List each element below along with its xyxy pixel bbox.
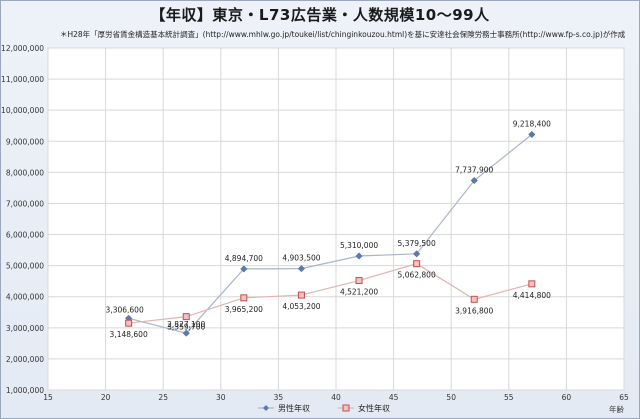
legend-label-female: 女性年収 — [358, 403, 390, 413]
data-label: 3,306,600 — [106, 305, 144, 314]
data-label: 7,737,900 — [455, 166, 493, 175]
x-tick-label: 20 — [101, 393, 111, 402]
data-point-female — [355, 277, 363, 285]
y-tick-label: 12,000,000 — [1, 44, 44, 53]
data-point-male — [240, 265, 248, 273]
y-tick-label: 10,000,000 — [1, 106, 44, 115]
data-label: 2,827,100 — [167, 320, 205, 329]
data-label: 4,521,200 — [340, 288, 378, 297]
data-label: 3,359,700 — [167, 323, 205, 332]
legend-marker-male — [263, 405, 269, 411]
data-point-male — [297, 265, 305, 273]
y-tick-label: 9,000,000 — [6, 137, 44, 146]
y-tick-label: 11,000,000 — [1, 75, 44, 84]
series-line-female — [128, 263, 532, 324]
y-tick-label: 8,000,000 — [6, 168, 44, 177]
data-label: 5,310,000 — [340, 241, 378, 250]
x-tick-label: 15 — [43, 393, 53, 402]
series-line-male — [128, 134, 533, 334]
data-label: 3,148,600 — [110, 330, 148, 339]
data-label: 4,903,500 — [282, 254, 320, 263]
data-point-male — [470, 176, 478, 185]
data-label: 4,414,800 — [513, 291, 551, 300]
data-point-female — [470, 295, 478, 303]
x-tick-label: 30 — [216, 393, 226, 402]
y-tick-label: 2,000,000 — [6, 355, 44, 364]
data-point-male — [413, 250, 421, 258]
data-point-female — [528, 280, 536, 288]
data-label: 5,062,800 — [398, 271, 436, 280]
data-point-female — [297, 291, 305, 299]
data-point-male — [182, 329, 190, 337]
y-tick-label: 6,000,000 — [6, 231, 44, 240]
y-tick-label: 3,000,000 — [6, 324, 44, 333]
x-tick-label: 45 — [389, 393, 399, 402]
y-tick-label: 4,000,000 — [6, 293, 44, 302]
data-label: 4,894,700 — [225, 254, 263, 263]
data-label: 3,965,200 — [225, 305, 263, 314]
x-tick-label: 60 — [562, 393, 572, 402]
data-label: 4,053,200 — [282, 302, 320, 311]
y-tick-label: 1,000,000 — [6, 386, 44, 395]
data-point-male — [355, 252, 363, 260]
legend-marker-female — [342, 404, 350, 412]
y-tick-label: 7,000,000 — [6, 199, 44, 208]
x-tick-label: 35 — [274, 393, 284, 402]
x-tick-label: 65 — [619, 393, 629, 402]
data-label: 3,916,800 — [455, 306, 493, 315]
chart-title: 【年収】東京・L73広告業・人数規模10〜99人 — [150, 6, 490, 24]
data-label: 9,218,400 — [513, 119, 551, 128]
data-point-female — [240, 294, 248, 302]
x-tick-label: 40 — [331, 393, 341, 402]
data-point-female — [125, 319, 133, 327]
source-note: ＊H28年「厚労省賃金構造基本統計調査」(http://www.mhlw.go.… — [60, 30, 626, 39]
x-tick-label: 25 — [158, 393, 168, 402]
legend-label-male: 男性年収 — [278, 403, 310, 413]
legend: 男性年収 女性年収 — [258, 403, 390, 413]
data-point-male — [528, 130, 536, 139]
x-tick-label: 55 — [504, 393, 514, 402]
x-axis-label: 年齢 — [609, 404, 624, 414]
data-label: 5,379,500 — [398, 239, 436, 248]
x-tick-label: 50 — [446, 393, 456, 402]
data-point-female — [182, 313, 190, 321]
data-point-female — [413, 260, 421, 268]
y-tick-label: 5,000,000 — [6, 262, 44, 271]
